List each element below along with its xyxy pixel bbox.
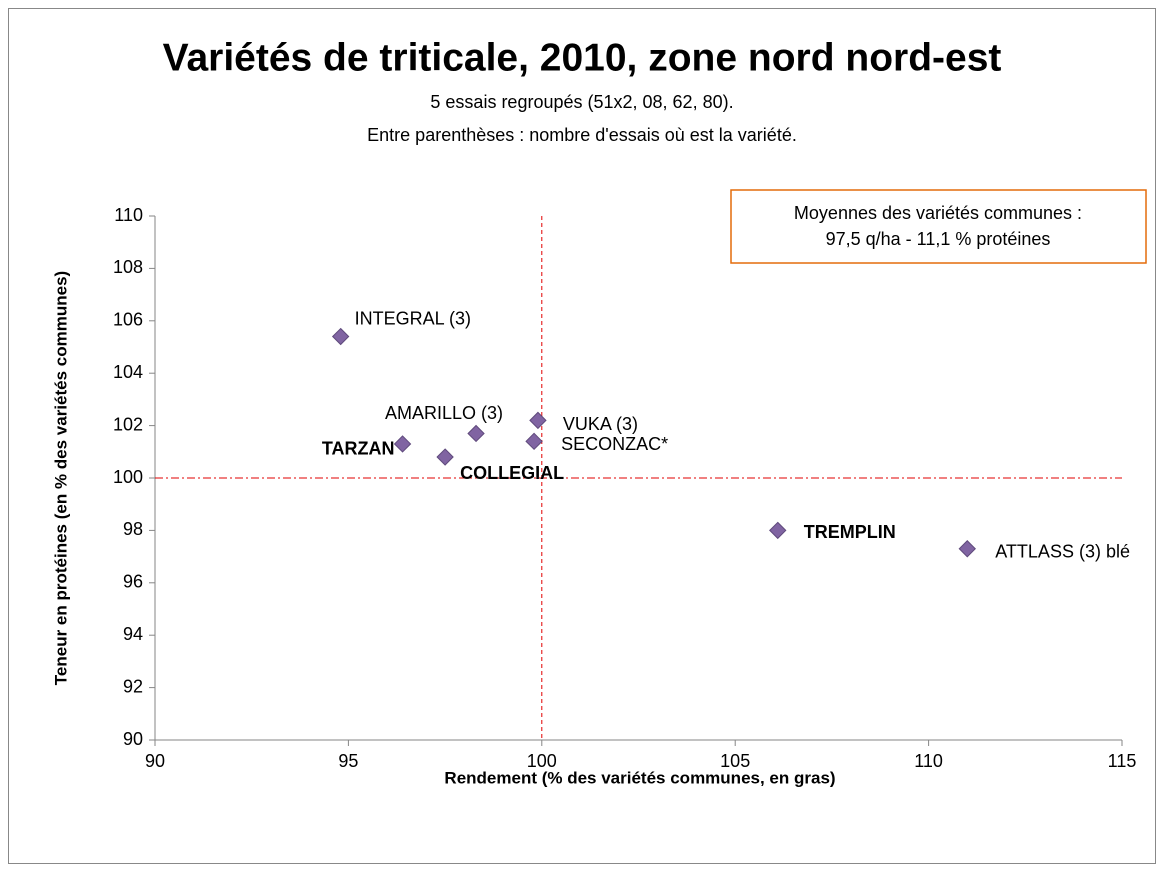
subtitle: 5 essais regroupés (51x2, 08, 62, 80). (430, 92, 733, 112)
subtitle: Entre parenthèses : nombre d'essais où e… (367, 125, 797, 145)
point (393, 435, 412, 453)
y-tick-label: 102 (113, 414, 143, 434)
chart-title: Variétés de triticale, 2010, zone nord n… (163, 36, 1002, 79)
annotation: 97,5 q/ha - 11,1 % protéines (826, 229, 1051, 249)
x-axis-label: Rendement (% des variétés communes, en g… (444, 768, 835, 787)
x-tick-label: 90 (145, 751, 165, 771)
point-label: TARZAN (322, 439, 395, 459)
chart-border (8, 8, 1156, 864)
y-tick-label: 92 (123, 676, 143, 696)
y-tick-label: 90 (123, 729, 143, 749)
y-tick-label: 106 (113, 310, 143, 330)
x-tick-label: 115 (1108, 751, 1137, 771)
point-label: VUKA (3) (563, 414, 638, 434)
x-tick-label: 110 (914, 751, 943, 771)
y-tick-label: 104 (113, 362, 143, 382)
point (958, 540, 976, 558)
x-tick-label: 105 (720, 751, 750, 771)
y-tick-label: 110 (114, 205, 143, 225)
x-tick-label: 95 (338, 751, 358, 771)
y-tick-label: 96 (123, 572, 143, 592)
point-label: AMARILLO (3) (385, 403, 503, 423)
y-tick-label: 98 (123, 519, 143, 539)
y-axis-label: Teneur en protéines (en % des variétés c… (51, 271, 70, 685)
point (436, 448, 454, 466)
point (331, 327, 350, 346)
point-label: TREMPLIN (804, 522, 896, 542)
point-label: ATTLASS (3) blé (995, 541, 1130, 561)
point-label: INTEGRAL (3) (355, 308, 471, 328)
annotation-box (730, 189, 1147, 264)
y-tick-label: 108 (113, 257, 143, 277)
y-tick-label: 100 (113, 467, 143, 487)
y-tick-label: 94 (123, 624, 143, 644)
point-label: COLLEGIAL (460, 463, 564, 483)
point (529, 411, 547, 430)
annotation: Moyennes des variétés communes : (794, 203, 1082, 223)
x-tick-label: 100 (527, 751, 557, 771)
point (467, 424, 485, 443)
point (769, 521, 787, 540)
point-label: SECONZAC* (561, 434, 668, 454)
point (525, 432, 543, 451)
